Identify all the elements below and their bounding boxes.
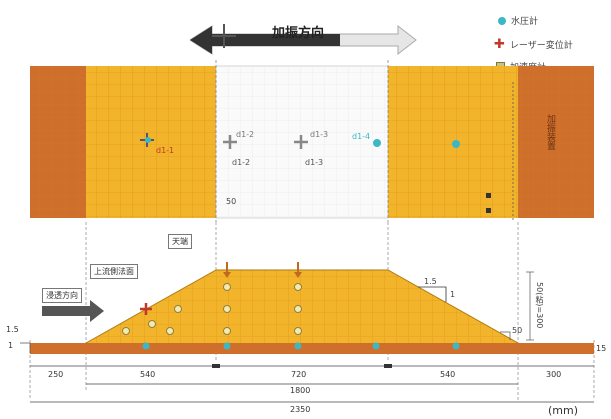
crest-label: 天端 xyxy=(168,234,192,249)
plan-sensor-label: d1-2 xyxy=(236,130,255,139)
legend-item-laser: ✚ レーザー変位計 xyxy=(494,36,573,52)
legend-label: レーザー変位計 xyxy=(509,41,573,51)
shaking-direction-arrow xyxy=(190,24,417,56)
dim-720: 720 xyxy=(291,370,307,379)
dim-right-15: 15 xyxy=(596,344,607,353)
dim-250: 250 xyxy=(48,370,64,379)
dim-2350: 2350 xyxy=(290,405,311,414)
crest-laser-2 xyxy=(294,262,302,278)
section-accelerometers xyxy=(122,283,302,335)
plan-pore-sensor-2 xyxy=(452,140,460,148)
dim-300: 300 xyxy=(546,370,562,379)
slope-ratio-triangle xyxy=(418,286,447,302)
dim-1800: 1800 xyxy=(290,386,311,395)
slope-label: 上流側法面 xyxy=(90,264,138,279)
flow-label: 浸透方向 xyxy=(42,288,82,303)
plan-sensor-label: d1-3 xyxy=(305,158,324,167)
plan-dim-50: 50 xyxy=(226,197,237,206)
section-laser-slope xyxy=(140,303,152,315)
section-pore-sensors xyxy=(142,342,460,350)
section-foundation xyxy=(30,343,594,354)
plan-sensor-label: d1-2 xyxy=(232,158,251,167)
legend-item-pore-pressure: 水圧計 xyxy=(498,14,538,27)
red-cross-icon: ✚ xyxy=(494,36,505,52)
flow-arrow xyxy=(42,300,104,322)
plan-sensor-label: d1-1 xyxy=(156,146,175,155)
dimension-lines xyxy=(30,365,594,403)
plan-laser-sensor-2 xyxy=(223,135,237,149)
small-dim-50: 50 xyxy=(512,326,523,335)
dim-left-15: 1.5 xyxy=(6,325,19,334)
plan-pore-sensor-1 xyxy=(373,139,381,147)
plan-right-wall-label: 加振装置 xyxy=(545,114,555,150)
dim-540-right: 540 xyxy=(440,370,456,379)
dim-left-1: 1 xyxy=(8,341,14,350)
legend-label: 水圧計 xyxy=(511,17,539,27)
plan-sensor-label: d1-3 xyxy=(310,130,329,139)
unit-label: (mm) xyxy=(548,404,579,417)
plan-accel-sensor-2 xyxy=(486,208,491,213)
plan-pore-sensor-0 xyxy=(145,137,151,143)
blue-dot-icon xyxy=(498,16,506,25)
height-label: 50(粘)=300 xyxy=(535,282,544,329)
plan-accel-sensor-1 xyxy=(486,193,491,198)
shaking-direction-label: 加振方向 xyxy=(272,26,325,41)
dim-540-left: 540 xyxy=(140,370,156,379)
slope-ratio-right: 1.5 xyxy=(424,277,437,286)
slope-ratio-one: 1 xyxy=(450,290,456,299)
crest-laser-1 xyxy=(223,262,231,278)
plan-sensor-label: d1-4 xyxy=(352,132,371,141)
plan-laser-sensor-3 xyxy=(294,135,308,149)
